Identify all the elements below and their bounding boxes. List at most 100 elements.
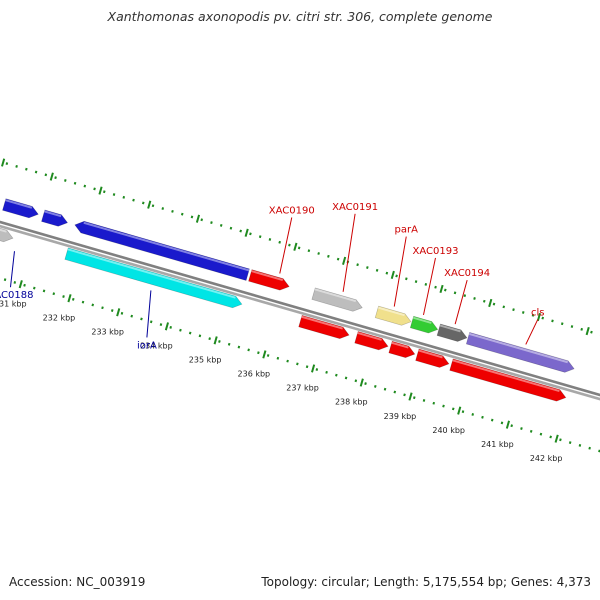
gene-arrow[interactable] [73,219,250,281]
ruler-dot [62,295,65,298]
gene-feature-gene-14[interactable] [388,340,417,360]
ruler-dot [93,187,96,191]
gene-arrow[interactable] [248,269,291,293]
gene-feature-gene-13[interactable] [354,331,390,352]
gene-arrow[interactable] [41,209,70,229]
ruler-dot [159,323,163,327]
ruler-dot [33,286,36,290]
ruler-dot [266,354,270,357]
gene-arrow[interactable] [374,305,412,327]
gene-arrow[interactable] [354,331,390,352]
gene-feature-gene-9[interactable] [465,332,576,374]
ruler-dot [395,274,398,278]
ruler-dot [71,297,75,301]
ruler-major-tick [262,350,267,359]
ruler-dot [249,232,252,236]
ruler-dot [444,288,447,292]
ruler-dot [179,328,182,332]
gene-arrow[interactable] [449,358,568,404]
gene-arrow[interactable] [465,332,576,374]
ruler-dot [422,399,426,402]
gene-arrow-highlight [83,221,250,272]
ruler-major-tick [439,284,444,294]
ruler-dot [453,291,457,295]
gene-feature-gene-8[interactable] [436,323,469,344]
backbone [0,220,600,401]
kbp-tick-label: 238 kbp [335,398,368,407]
ruler-dot [103,190,106,194]
ruler-dot [91,303,95,307]
ruler-dot [500,421,504,425]
gene-feature-gene-4[interactable] [248,269,291,293]
gene-arrow[interactable] [2,198,40,220]
ruler-dot [83,184,87,188]
ruler-dot [405,277,408,281]
gene-feature-gene-10[interactable] [0,223,15,244]
kbp-tick-label: 236 kbp [238,370,271,379]
gene-feature-gene-11[interactable] [64,247,244,310]
gene-arrow[interactable] [415,348,451,370]
gene-arrow[interactable] [0,223,15,244]
gene-arrow-highlight [301,315,343,330]
gene-arrow[interactable] [64,247,244,310]
ruler-dot [218,340,221,343]
feature-track[interactable] [0,198,576,404]
gene-arrow[interactable] [409,315,439,335]
kbp-tick-label: 234 kbp [140,342,173,351]
gene-arrow[interactable] [298,314,351,341]
gene-arrow[interactable] [311,287,364,314]
gene-feature-gene-2[interactable] [41,209,70,229]
ruler-dot [237,345,241,349]
gene-arrow-highlight [251,270,284,282]
ruler-major-tick [342,256,347,265]
ruler-major-tick [293,242,298,251]
gene-labels[interactable]: XAC0190 XAC0191 parA XAC0193 XAC0194 cls XAC01… [0,202,545,352]
gene-label[interactable]: XAC0194 [444,268,490,279]
gene-feature-gene-15[interactable] [415,348,451,370]
ruler-dot [44,173,48,177]
page-title: Xanthomonas axonopodis pv. citri str. 30… [107,9,493,24]
gene-arrow-highlight [0,224,7,233]
gene-feature-gene-7[interactable] [409,315,439,335]
gene-feature-gene-16[interactable] [449,358,568,404]
ruler-dot [335,373,338,377]
gene-arrow-highlight [439,324,461,333]
backbone-line [0,224,600,401]
gene-feature-gene-6[interactable] [374,305,412,327]
kbp-tick-label: 232 kbp [43,313,76,322]
ruler-dot [531,313,535,317]
gene-arrow-highlight [391,341,409,349]
ruler-dot [521,311,525,314]
gene-label[interactable]: XAC0188 [0,290,33,301]
ruler-dot [539,432,543,436]
gene-feature-gene-1[interactable] [2,198,40,220]
gene-feature-gene-5[interactable] [311,287,364,314]
ruler-dot [120,311,124,315]
gene-feature-gene-3[interactable] [73,219,250,281]
ruler-dot [482,299,486,303]
gene-label[interactable]: XAC0193 [413,246,459,257]
gene-arrow-highlight [357,331,382,341]
ruler-dot [258,235,262,239]
ruler-major-tick [311,364,316,373]
ruler-dot [305,365,309,369]
ruler-dot [490,418,494,422]
ruler-dot [344,376,348,380]
topology-summary: Topology: circular; Length: 5,175,554 bp… [261,575,591,589]
gene-label[interactable]: cls [531,307,545,318]
ruler-dot [227,342,231,346]
gene-label[interactable]: parA [395,225,419,236]
gene-arrow[interactable] [436,323,469,344]
ruler-dot [23,283,26,287]
label-leader-line [9,251,15,288]
gene-label[interactable]: iorA [137,340,157,351]
ruler-major-tick [164,322,170,331]
ruler-dot [473,297,476,300]
gene-arrow[interactable] [388,340,417,360]
gene-label[interactable]: XAC0191 [332,202,378,213]
ruler-dot [580,327,584,331]
gene-label[interactable]: XAC0190 [269,206,315,217]
gene-feature-gene-12[interactable] [298,314,351,341]
